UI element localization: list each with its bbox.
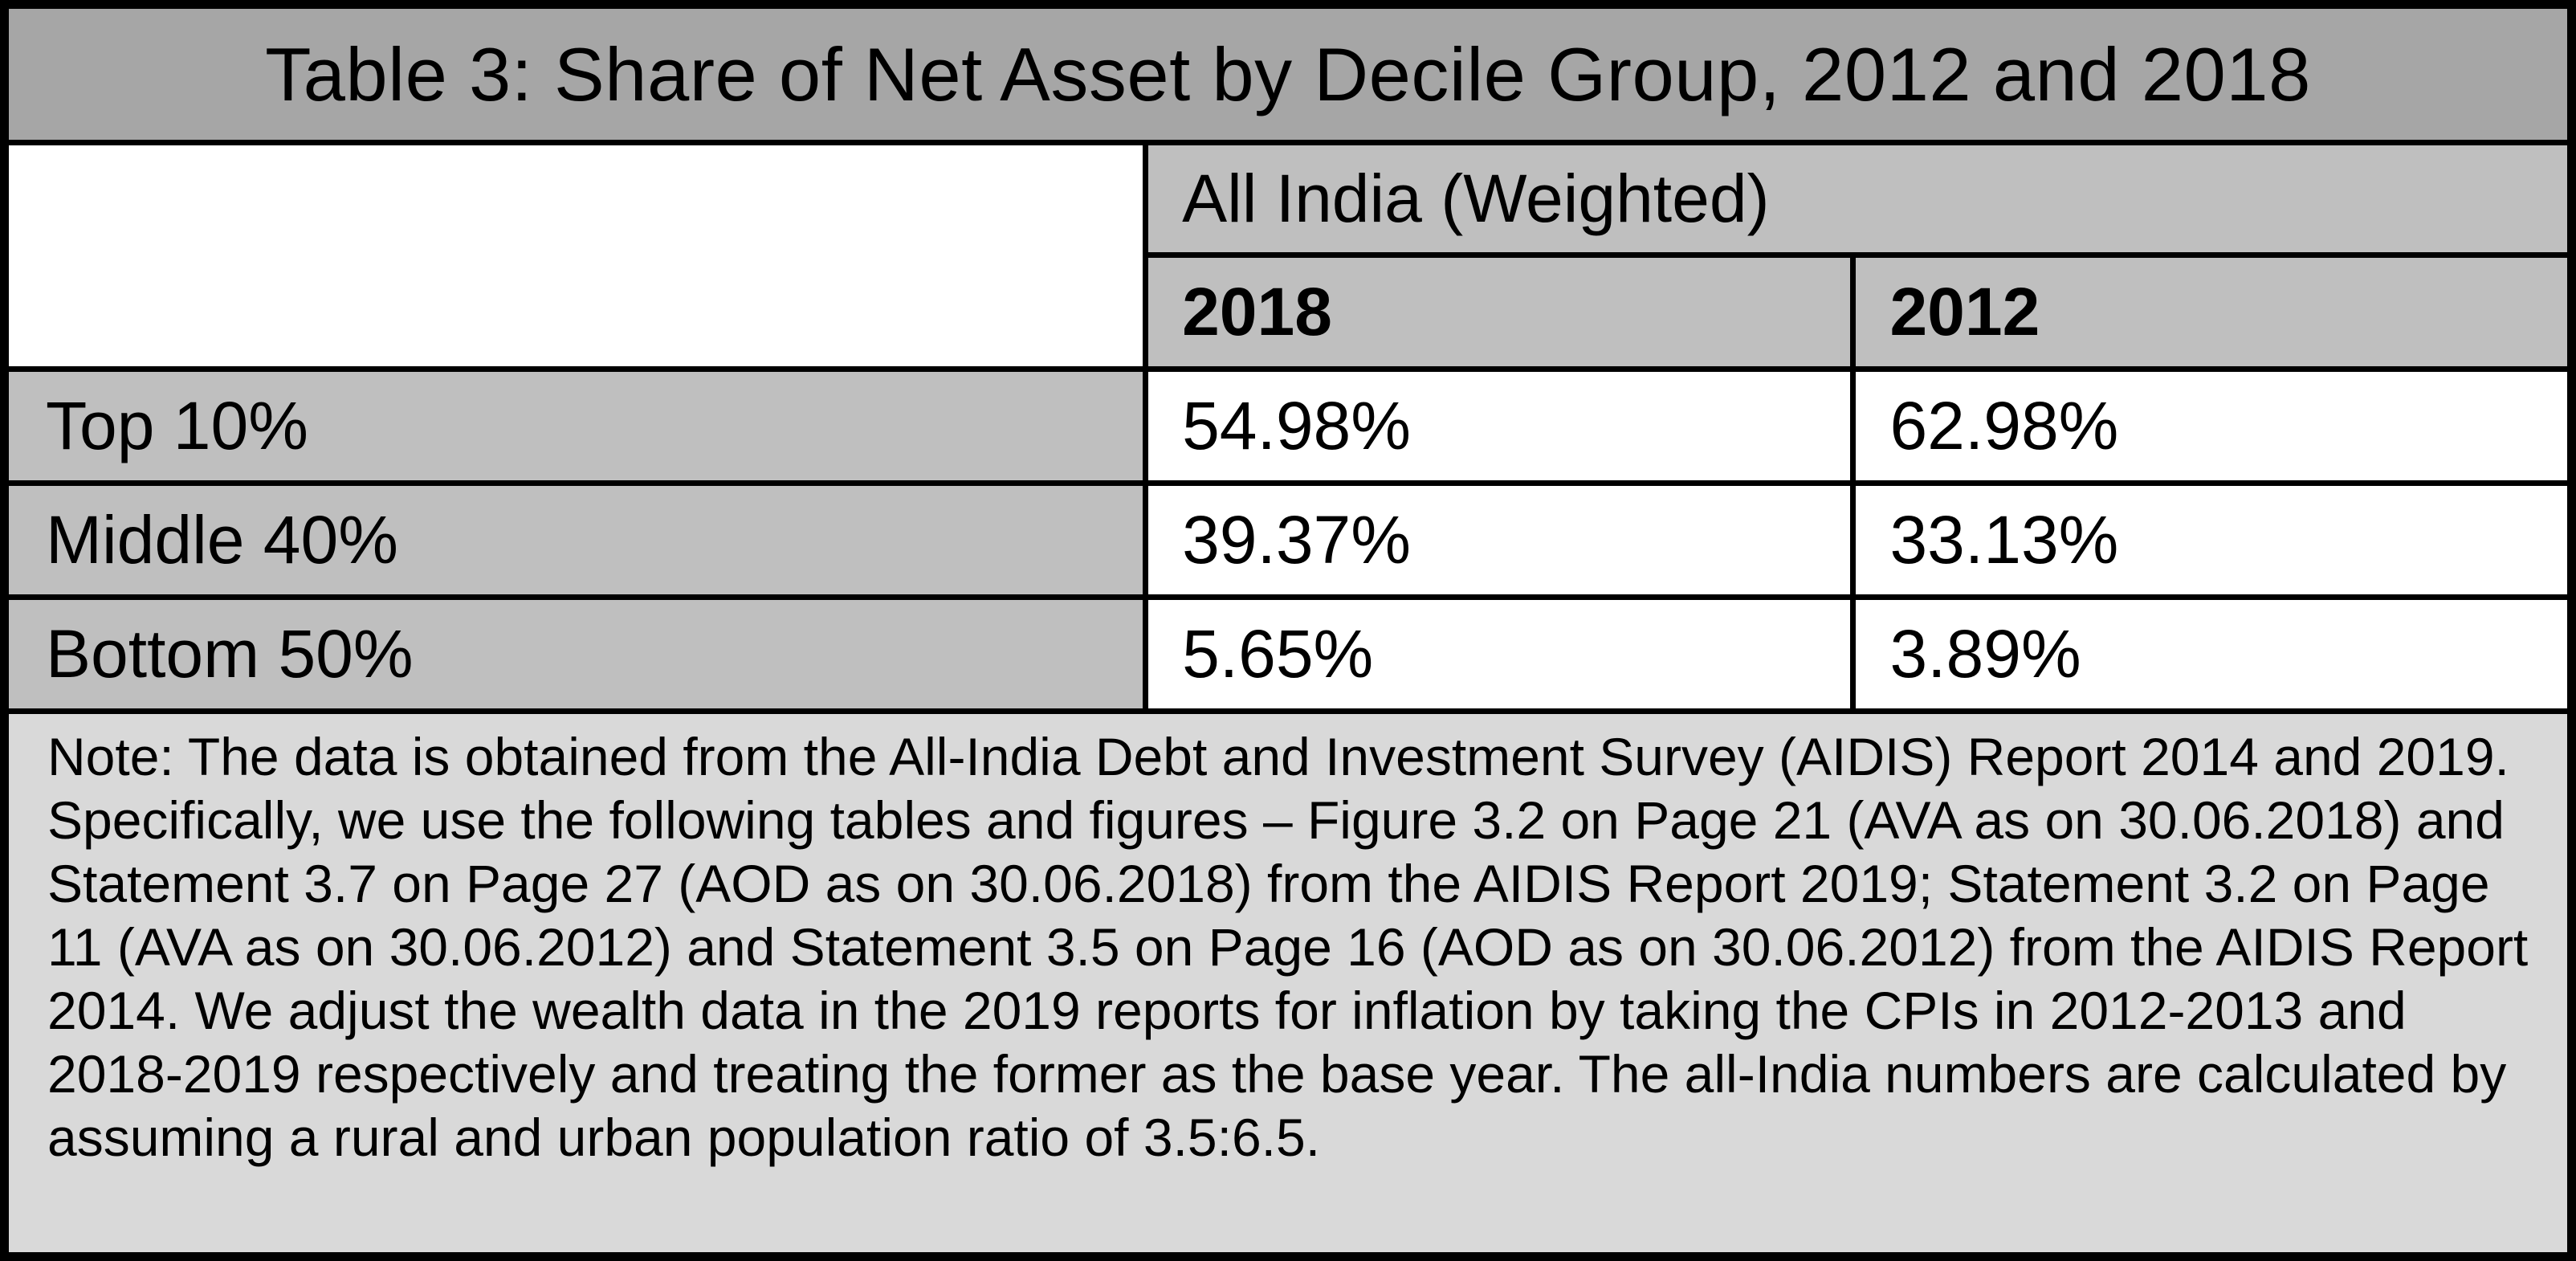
table-row-bottom-50: Bottom 50% 5.65% 3.89%	[1, 594, 2574, 714]
group-header-row: All India (Weighted)	[1, 140, 2574, 372]
value-bottom50-2012: 3.89%	[1850, 594, 2574, 714]
value-middle40-2018: 39.37%	[1143, 480, 1857, 600]
table-note: Note: The data is obtained from the All-…	[2, 708, 2574, 1259]
title-row: Table 3: Share of Net Asset by Decile Gr…	[2, 2, 2574, 145]
row-label-top-10: Top 10%	[1, 366, 1149, 486]
table-title: Table 3: Share of Net Asset by Decile Gr…	[2, 2, 2574, 145]
value-top10-2018: 54.98%	[1143, 366, 1857, 486]
empty-corner-cell	[1, 140, 1149, 372]
col-header-2012: 2012	[1850, 252, 2574, 372]
row-label-middle-40: Middle 40%	[1, 480, 1149, 600]
value-top10-2012: 62.98%	[1850, 366, 2574, 486]
row-label-bottom-50: Bottom 50%	[1, 594, 1149, 714]
year-header-row: 2018 2012	[5, 252, 2574, 372]
value-middle40-2012: 33.13%	[1850, 480, 2574, 600]
table-row-top-10: Top 10% 54.98% 62.98%	[1, 366, 2574, 486]
group-header-all-india: All India (Weighted)	[1143, 140, 2574, 258]
table-row-middle-40: Middle 40% 39.37% 33.13%	[1, 480, 2574, 600]
col-header-2018: 2018	[1143, 252, 1857, 372]
value-bottom50-2018: 5.65%	[1143, 594, 1857, 714]
note-row: Note: The data is obtained from the All-…	[2, 708, 2574, 1259]
